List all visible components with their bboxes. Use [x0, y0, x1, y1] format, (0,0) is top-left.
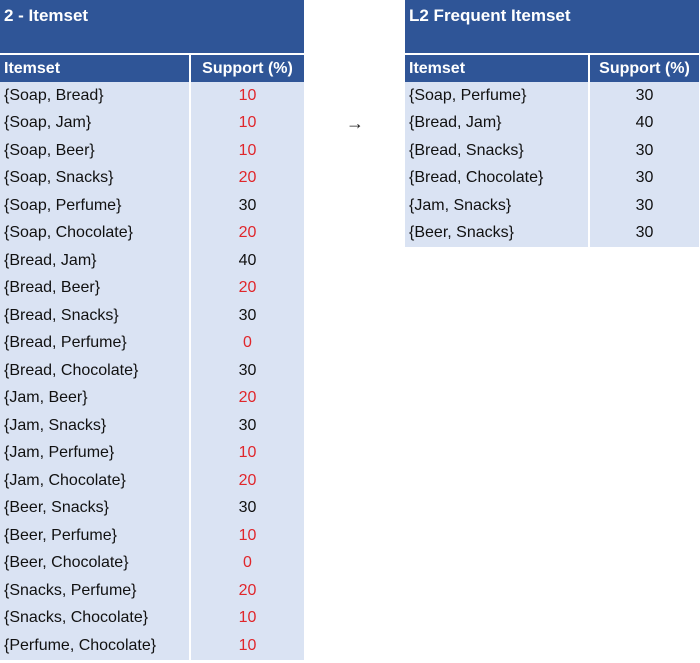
- itemset-cell: {Beer, Chocolate}: [0, 549, 191, 577]
- support-cell: 30: [238, 416, 257, 434]
- table-row: {Soap, Beer} 10: [0, 137, 304, 165]
- support-cell: 20: [238, 471, 257, 489]
- table-row: {Soap, Chocolate} 20: [0, 219, 304, 247]
- table-row: {Bread, Jam} 40: [405, 109, 699, 137]
- itemset-cell: {Snacks, Chocolate}: [0, 604, 191, 632]
- support-cell: 10: [238, 636, 257, 654]
- itemset-cell: {Jam, Perfume}: [0, 439, 191, 467]
- itemset-cell: {Jam, Snacks}: [0, 412, 191, 440]
- table-row: {Snacks, Chocolate} 10: [0, 604, 304, 632]
- itemset-cell: {Beer, Snacks}: [405, 219, 590, 247]
- table-header-row: Itemset Support (%): [0, 55, 304, 82]
- support-column-header: Support (%): [599, 59, 690, 77]
- table-row: {Bread, Snacks} 30: [0, 302, 304, 330]
- table-title: L2 Frequent Itemset: [405, 0, 699, 55]
- itemset-column-header: Itemset: [405, 55, 590, 82]
- table-row: {Beer, Snacks} 30: [0, 494, 304, 522]
- itemset-cell: {Bread, Jam}: [0, 247, 191, 275]
- support-cell: 30: [635, 86, 654, 104]
- itemset-cell: {Jam, Beer}: [0, 384, 191, 412]
- itemset-cell: {Soap, Chocolate}: [0, 219, 191, 247]
- table-body: {Soap, Bread} 10 {Soap, Jam} 10 {Soap, Beer}…: [0, 82, 304, 660]
- itemset-cell: {Jam, Snacks}: [405, 192, 590, 220]
- table-row: {Jam, Snacks} 30: [0, 412, 304, 440]
- itemset-cell: {Bread, Chocolate}: [0, 357, 191, 385]
- itemset-cell: {Beer, Perfume}: [0, 522, 191, 550]
- support-cell: 10: [238, 444, 257, 462]
- table-row: {Bread, Beer} 20: [0, 274, 304, 302]
- support-cell: 10: [238, 86, 257, 104]
- table-row: {Jam, Chocolate} 20: [0, 467, 304, 495]
- support-cell: 20: [238, 279, 257, 297]
- itemset-column-header: Itemset: [0, 55, 191, 82]
- table-row: {Soap, Perfume} 30: [0, 192, 304, 220]
- table-row: {Jam, Beer} 20: [0, 384, 304, 412]
- support-cell: 30: [238, 361, 257, 379]
- table-row: {Beer, Perfume} 10: [0, 522, 304, 550]
- table-row: {Beer, Chocolate} 0: [0, 549, 304, 577]
- itemset-cell: {Soap, Perfume}: [405, 82, 590, 110]
- itemset-cell: {Soap, Perfume}: [0, 192, 191, 220]
- table-row: {Bread, Chocolate} 30: [0, 357, 304, 385]
- table-row: {Bread, Snacks} 30: [405, 137, 699, 165]
- itemset-cell: {Bread, Snacks}: [405, 137, 590, 165]
- support-cell: 40: [238, 251, 257, 269]
- itemset-cell: {Snacks, Perfume}: [0, 577, 191, 605]
- itemset-cell: {Soap, Beer}: [0, 137, 191, 165]
- table-title: 2 - Itemset: [0, 0, 304, 55]
- support-cell: 30: [635, 224, 654, 242]
- table-body: {Soap, Perfume} 30 {Bread, Jam} 40 {Bread, S…: [405, 82, 699, 247]
- support-column-header: Support (%): [202, 59, 293, 77]
- itemset-cell: {Beer, Snacks}: [0, 494, 191, 522]
- itemset-cell: {Soap, Bread}: [0, 82, 191, 110]
- support-cell: 10: [238, 609, 257, 627]
- table-row: {Bread, Jam} 40: [0, 247, 304, 275]
- table-row: {Bread, Perfume} 0: [0, 329, 304, 357]
- support-cell: 20: [238, 224, 257, 242]
- table-row: {Perfume, Chocolate} 10: [0, 632, 304, 660]
- l2-frequent-itemset-table: L2 Frequent Itemset Itemset Support (%) …: [405, 0, 699, 247]
- itemset-cell: {Soap, Jam}: [0, 109, 191, 137]
- table-row: {Jam, Perfume} 10: [0, 439, 304, 467]
- table-header-row: Itemset Support (%): [405, 55, 699, 82]
- support-cell: 0: [243, 554, 252, 572]
- support-cell: 30: [238, 499, 257, 517]
- support-cell: 10: [238, 526, 257, 544]
- support-cell: 40: [635, 114, 654, 132]
- two-itemset-table: 2 - Itemset Itemset Support (%) {Soap, B…: [0, 0, 304, 660]
- itemset-cell: {Bread, Perfume}: [0, 329, 191, 357]
- support-cell: 30: [238, 196, 257, 214]
- support-cell: 20: [238, 169, 257, 187]
- support-cell: 30: [635, 141, 654, 159]
- support-cell: 10: [238, 114, 257, 132]
- support-cell: 30: [238, 306, 257, 324]
- support-cell: 30: [635, 169, 654, 187]
- itemset-cell: {Bread, Chocolate}: [405, 164, 590, 192]
- table-row: {Soap, Perfume} 30: [405, 82, 699, 110]
- table-row: {Beer, Snacks} 30: [405, 219, 699, 247]
- table-row: {Snacks, Perfume} 20: [0, 577, 304, 605]
- support-cell: 20: [238, 581, 257, 599]
- itemset-cell: {Bread, Snacks}: [0, 302, 191, 330]
- table-row: {Soap, Snacks} 20: [0, 164, 304, 192]
- table-row: {Jam, Snacks} 30: [405, 192, 699, 220]
- itemset-cell: {Jam, Chocolate}: [0, 467, 191, 495]
- itemset-cell: {Perfume, Chocolate}: [0, 632, 191, 660]
- arrow-right-icon: →: [346, 113, 364, 133]
- itemset-cell: {Bread, Beer}: [0, 274, 191, 302]
- support-cell: 10: [238, 141, 257, 159]
- itemset-cell: {Bread, Jam}: [405, 109, 590, 137]
- table-row: {Soap, Jam} 10: [0, 109, 304, 137]
- support-cell: 20: [238, 389, 257, 407]
- support-cell: 30: [635, 196, 654, 214]
- table-row: {Bread, Chocolate} 30: [405, 164, 699, 192]
- support-cell: 0: [243, 334, 252, 352]
- table-row: {Soap, Bread} 10: [0, 82, 304, 110]
- itemset-cell: {Soap, Snacks}: [0, 164, 191, 192]
